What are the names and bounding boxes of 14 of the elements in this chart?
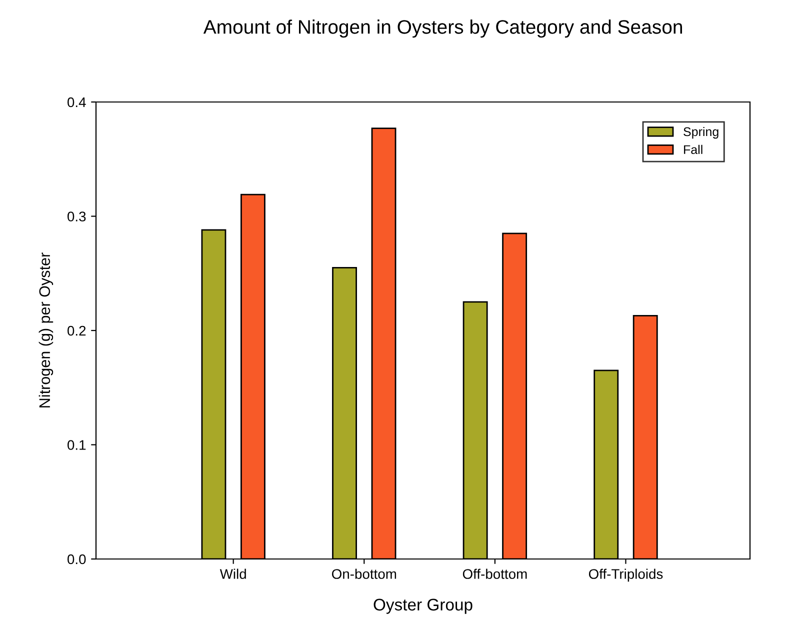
- legend-label: Fall: [684, 144, 702, 154]
- x-tick-label: Off-Triploids: [588, 568, 663, 582]
- y-tick-label: 0.3: [68, 212, 86, 222]
- x-tick-label: On-bottom: [332, 568, 396, 579]
- y-axis-title: Nitrogen (g) per Oyster: [38, 252, 54, 408]
- x-axis-title: Oyster Group: [374, 598, 472, 614]
- x-tick-label: Off-bottom: [462, 568, 527, 579]
- legend-label: Spring: [684, 126, 718, 139]
- y-tick-label: 0.0: [68, 554, 86, 564]
- y-tick-label: 0.4: [68, 97, 86, 108]
- y-tick-label: 0.2: [68, 326, 86, 336]
- y-tick-label: 0.1: [68, 440, 86, 450]
- x-tick-label: Wild: [220, 568, 246, 579]
- chart-title: Amount of Nitrogen in Oysters by Category and Season: [203, 20, 682, 38]
